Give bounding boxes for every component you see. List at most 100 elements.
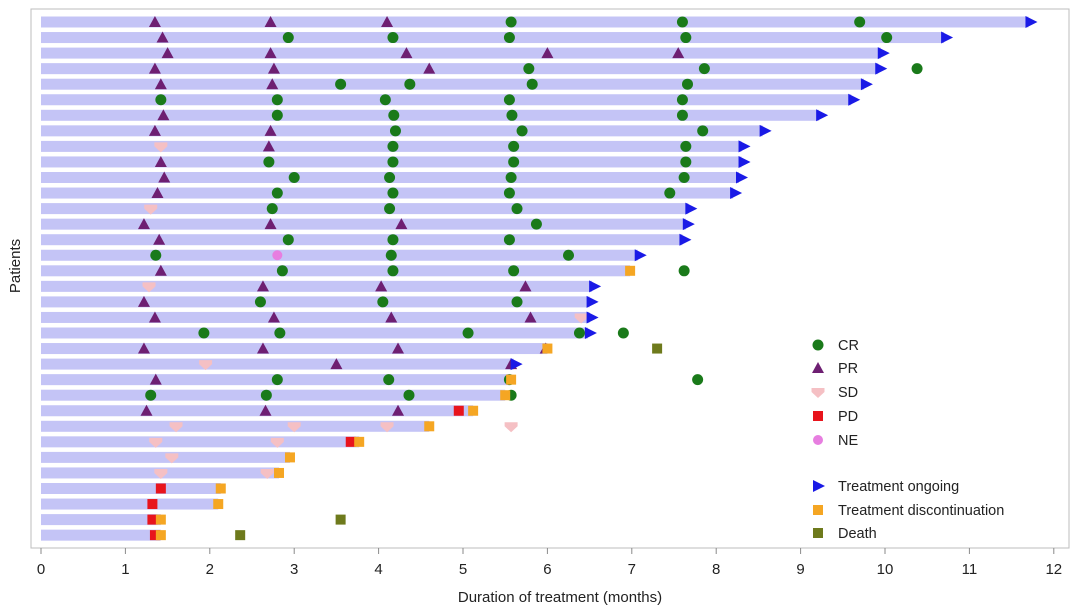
legend-death-marker bbox=[813, 528, 823, 538]
x-tick-label: 9 bbox=[796, 561, 804, 578]
pr-marker bbox=[262, 140, 275, 152]
ongoing-marker bbox=[860, 78, 873, 91]
death-marker bbox=[235, 530, 246, 541]
cr-marker bbox=[682, 78, 694, 90]
pd-marker bbox=[345, 436, 356, 447]
patient-bar bbox=[41, 498, 219, 510]
ongoing-marker bbox=[730, 187, 743, 200]
cr-marker bbox=[573, 327, 585, 339]
patient-bar bbox=[41, 311, 590, 323]
cr-marker bbox=[282, 234, 294, 246]
patient-bar bbox=[41, 78, 864, 90]
x-axis-label: Duration of treatment (months) bbox=[458, 589, 662, 606]
cr-marker bbox=[387, 32, 399, 44]
sd-marker bbox=[504, 422, 518, 433]
pr-marker bbox=[149, 373, 162, 385]
pr-marker bbox=[157, 109, 170, 121]
pr-marker bbox=[137, 295, 150, 307]
cr-marker bbox=[377, 296, 389, 308]
cr-marker bbox=[274, 327, 286, 339]
patient-bar bbox=[41, 483, 221, 494]
pr-marker bbox=[156, 31, 169, 43]
cr-marker bbox=[384, 172, 396, 183]
pr-marker bbox=[267, 311, 280, 323]
cr-marker bbox=[854, 16, 866, 28]
pr-marker bbox=[154, 78, 167, 90]
discontinuation-marker bbox=[215, 483, 226, 494]
cr-marker bbox=[680, 32, 692, 44]
cr-marker bbox=[505, 172, 517, 183]
patient-bar bbox=[41, 343, 548, 355]
pr-marker bbox=[381, 16, 394, 27]
sd-marker bbox=[144, 204, 158, 215]
cr-marker bbox=[678, 265, 690, 277]
pr-marker bbox=[392, 404, 405, 416]
patient-bar bbox=[41, 405, 474, 417]
x-tick-label: 5 bbox=[459, 561, 467, 578]
pr-marker bbox=[330, 358, 343, 370]
sd-marker bbox=[287, 422, 301, 433]
pd-marker bbox=[147, 514, 158, 525]
x-tick-label: 2 bbox=[206, 561, 214, 578]
x-tick-label: 4 bbox=[374, 561, 382, 578]
cr-marker bbox=[335, 78, 347, 90]
x-tick-label: 10 bbox=[877, 561, 894, 578]
plot-frame bbox=[30, 8, 1070, 549]
cr-marker bbox=[282, 32, 294, 44]
sd-marker bbox=[169, 422, 183, 433]
cr-marker bbox=[254, 296, 266, 308]
cr-marker bbox=[403, 389, 415, 401]
ongoing-marker bbox=[877, 47, 890, 60]
pr-marker bbox=[267, 62, 280, 74]
patient-bar bbox=[41, 16, 1029, 28]
cr-marker bbox=[505, 16, 517, 28]
sd-marker bbox=[270, 437, 284, 448]
cr-marker bbox=[508, 156, 520, 168]
cr-marker bbox=[503, 32, 515, 44]
patient-bars bbox=[41, 16, 1029, 541]
cr-marker bbox=[387, 156, 399, 168]
x-tick-label: 8 bbox=[712, 561, 720, 578]
x-tick-label: 0 bbox=[37, 561, 45, 578]
pr-marker bbox=[672, 47, 685, 59]
pr-marker bbox=[151, 187, 164, 199]
discontinuation-marker bbox=[424, 421, 435, 432]
legend-cr-marker bbox=[812, 339, 824, 351]
pr-marker bbox=[137, 342, 150, 354]
death-marker bbox=[652, 343, 663, 354]
sd-marker bbox=[574, 313, 588, 324]
patient-bar bbox=[41, 94, 852, 106]
x-tick-label: 7 bbox=[628, 561, 636, 578]
patient-bar bbox=[41, 327, 588, 339]
pr-marker bbox=[148, 16, 161, 27]
cr-marker bbox=[692, 374, 704, 386]
y-axis-label: Patients bbox=[7, 239, 24, 293]
pr-marker bbox=[400, 47, 413, 59]
discontinuation-marker bbox=[468, 405, 479, 416]
discontinuation-marker bbox=[625, 265, 636, 276]
patient-bar bbox=[41, 420, 430, 432]
cr-marker bbox=[530, 218, 542, 230]
x-tick-label: 12 bbox=[1045, 561, 1062, 578]
legend-pd-marker bbox=[813, 411, 823, 421]
cr-marker bbox=[503, 234, 515, 246]
cr-marker bbox=[150, 249, 162, 261]
cr-marker bbox=[664, 187, 676, 199]
legend-ne-label: NE bbox=[838, 433, 858, 449]
cr-marker bbox=[523, 63, 535, 75]
pr-marker bbox=[256, 342, 269, 354]
cr-marker bbox=[698, 63, 710, 75]
sd-marker bbox=[149, 437, 163, 448]
cr-marker bbox=[263, 156, 275, 168]
cr-marker bbox=[881, 32, 893, 44]
legend-discontinuation-marker bbox=[813, 505, 823, 515]
sd-marker bbox=[199, 360, 213, 371]
ongoing-marker bbox=[848, 93, 861, 106]
ongoing-marker bbox=[682, 218, 695, 231]
patient-bar bbox=[41, 529, 161, 541]
sd-marker bbox=[380, 422, 394, 433]
cr-marker bbox=[680, 140, 692, 152]
pr-marker bbox=[148, 311, 161, 323]
ongoing-marker bbox=[875, 62, 888, 75]
ongoing-marker bbox=[941, 31, 954, 44]
